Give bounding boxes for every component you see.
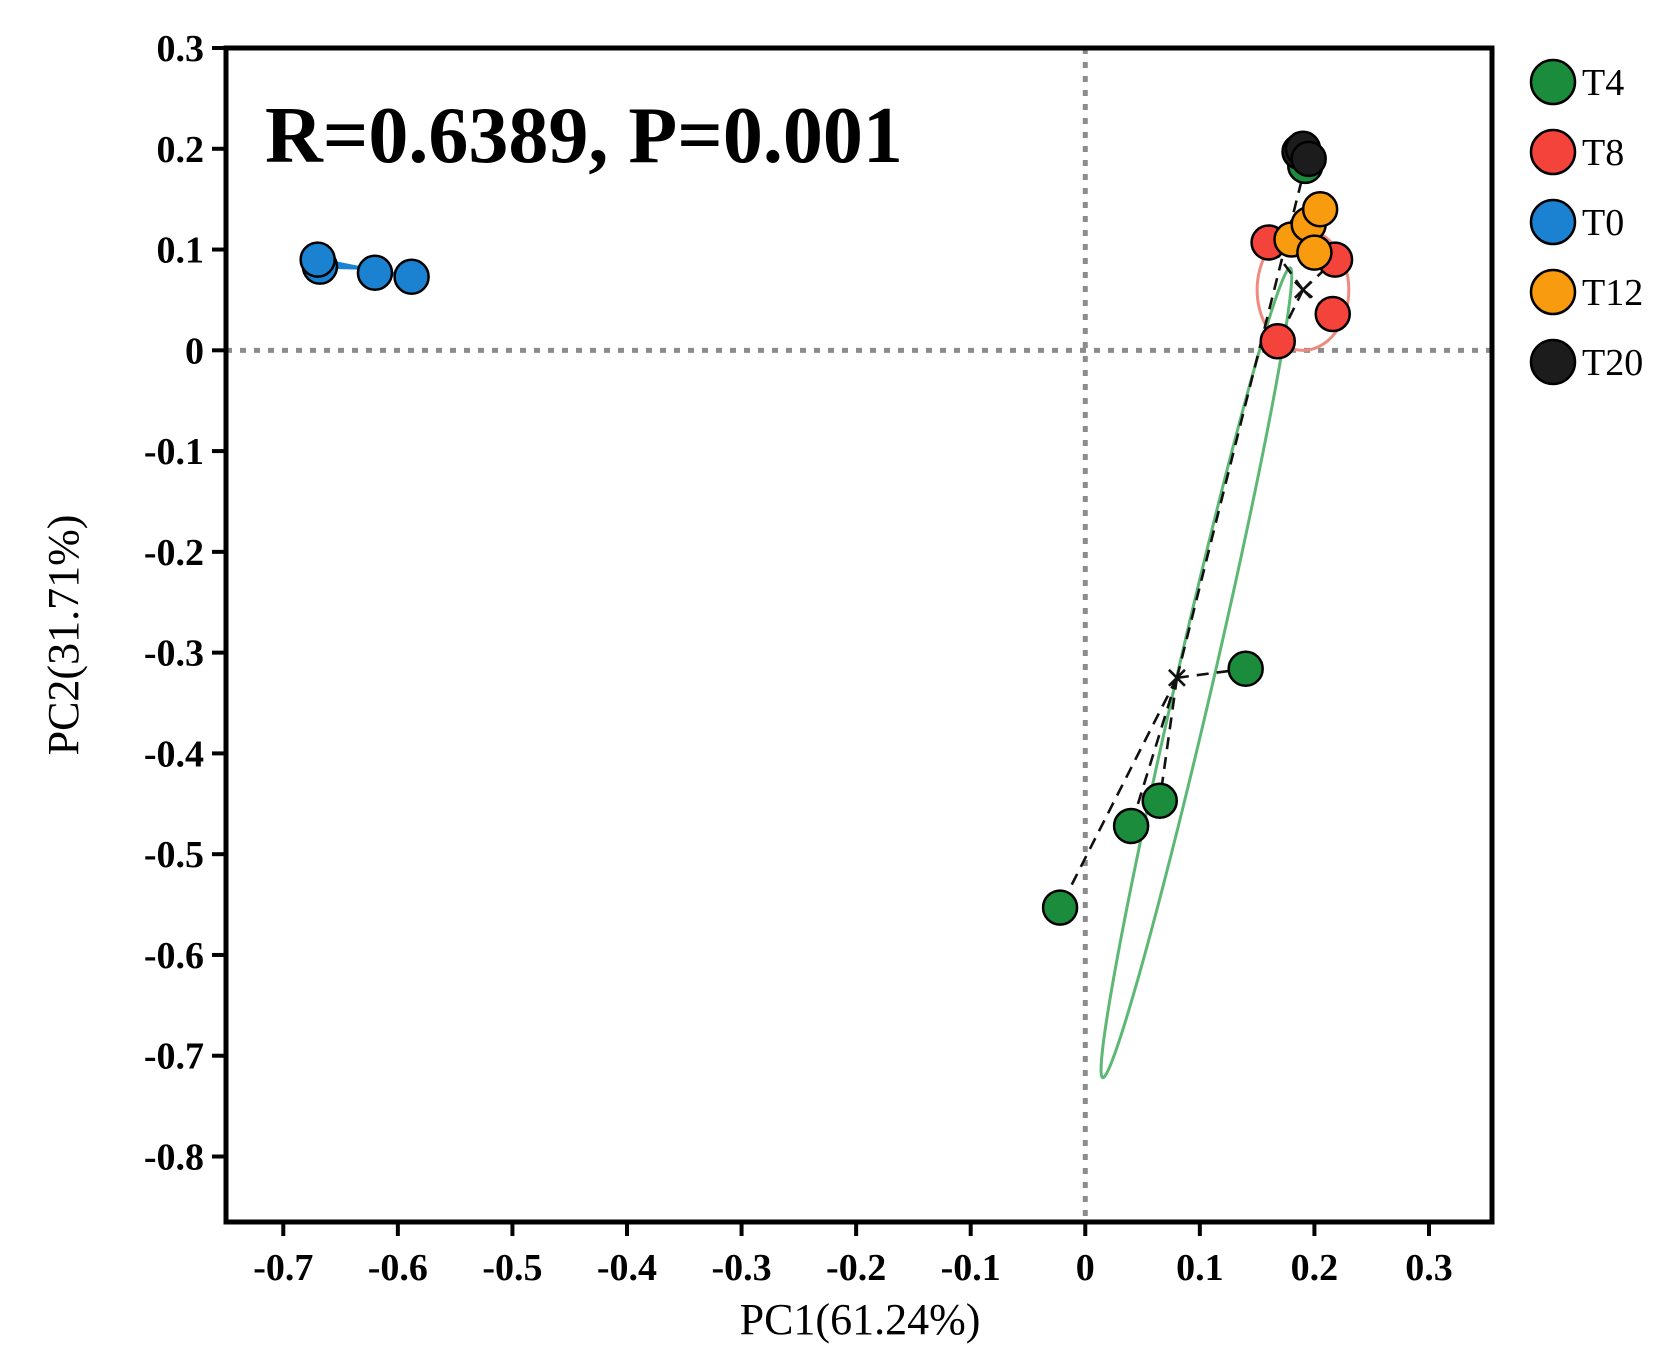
y-tick-label-4: -0.1 bbox=[144, 431, 204, 473]
confidence-ellipses bbox=[1099, 227, 1351, 1080]
legend-marker-t4 bbox=[1529, 58, 1577, 106]
plot-frame bbox=[223, 45, 1495, 1225]
spoke-t4-1 bbox=[1129, 677, 1179, 827]
legend-marker-t20 bbox=[1529, 338, 1577, 386]
centroid-t8 bbox=[1294, 280, 1312, 299]
y-tick-label-0: 0.3 bbox=[157, 28, 205, 70]
point-t0-2 bbox=[356, 254, 394, 291]
centroid-mark-b bbox=[1294, 280, 1312, 299]
x-tick-label-0: -0.7 bbox=[253, 1247, 313, 1289]
legend-item-t4: T4 bbox=[1529, 58, 1624, 106]
y-tick-label-11: -0.8 bbox=[144, 1136, 204, 1178]
point-t4-2 bbox=[1141, 782, 1178, 820]
centroid-spokes bbox=[317, 143, 1336, 909]
spoke-t4-3 bbox=[1176, 667, 1246, 680]
x-tick-label-10: 0.3 bbox=[1405, 1247, 1453, 1289]
y-tick-label-7: -0.4 bbox=[144, 733, 204, 775]
y-tick-label-8: -0.5 bbox=[144, 834, 204, 876]
legend-item-t0: T0 bbox=[1529, 198, 1624, 246]
centroid-t4 bbox=[1168, 668, 1186, 687]
spoke-t4-2 bbox=[1158, 677, 1179, 801]
y-tick-label-1: 0.2 bbox=[157, 129, 205, 171]
point-t0-3 bbox=[393, 258, 430, 295]
x-tick-label-8: 0.1 bbox=[1176, 1247, 1224, 1289]
x-tick-label-9: 0.2 bbox=[1291, 1247, 1339, 1289]
legend-item-t12: T12 bbox=[1529, 268, 1643, 316]
legend-label-t20: T20 bbox=[1582, 342, 1643, 384]
point-t12-3 bbox=[1301, 190, 1339, 228]
ellipse-t4 bbox=[1099, 266, 1294, 1080]
point-t4-0 bbox=[1041, 889, 1079, 926]
x-tick-label-3: -0.4 bbox=[597, 1247, 657, 1289]
x-tick-label-7: 0 bbox=[1076, 1247, 1095, 1289]
point-t8-1 bbox=[1259, 323, 1296, 360]
annotation-text: R=0.6389, P=0.001 bbox=[265, 92, 903, 180]
spoke-t4-4 bbox=[1175, 165, 1307, 679]
point-t0-1 bbox=[299, 241, 336, 278]
legend-item-t20: T20 bbox=[1529, 338, 1643, 386]
legend-item-t8: T8 bbox=[1529, 128, 1624, 176]
y-tick-label-2: 0.1 bbox=[157, 230, 205, 272]
y-tick-label-6: -0.3 bbox=[144, 633, 204, 675]
point-t8-2 bbox=[1314, 295, 1351, 333]
y-tick-label-10: -0.7 bbox=[144, 1036, 204, 1078]
x-tick-label-5: -0.2 bbox=[826, 1247, 886, 1289]
legend-label-t8: T8 bbox=[1582, 132, 1624, 174]
x-tick-label-2: -0.5 bbox=[482, 1247, 542, 1289]
legend: T4 T8 T0 T12 T20 bbox=[1529, 58, 1643, 386]
spoke-t4-0 bbox=[1058, 677, 1179, 909]
point-t4-1 bbox=[1112, 807, 1150, 845]
point-t12-2 bbox=[1296, 234, 1333, 271]
legend-marker-t8 bbox=[1529, 128, 1577, 176]
legend-label-t12: T12 bbox=[1582, 272, 1643, 314]
axes: -0.7 -0.6 -0.5 -0.4 -0.3 -0.2 -0.1 0 0.1 0.2 0.3 0.… bbox=[144, 28, 1453, 1289]
y-tick-label-9: -0.6 bbox=[144, 935, 204, 977]
data-points bbox=[299, 130, 1354, 926]
legend-label-t4: T4 bbox=[1582, 62, 1624, 104]
x-tick-label-6: -0.1 bbox=[941, 1247, 1001, 1289]
ellipse-t8 bbox=[1255, 227, 1351, 352]
centroid-mark-b bbox=[1168, 668, 1186, 687]
point-t20-2 bbox=[1290, 140, 1327, 178]
y-tick-label-5: -0.2 bbox=[144, 532, 204, 574]
y-tick-label-3: 0 bbox=[185, 330, 204, 372]
point-t4-3 bbox=[1227, 650, 1264, 688]
x-tick-label-1: -0.6 bbox=[368, 1247, 428, 1289]
legend-label-t0: T0 bbox=[1582, 202, 1624, 244]
legend-marker-t12 bbox=[1529, 268, 1577, 316]
x-axis-title: PC1(61.24%) bbox=[740, 1295, 981, 1344]
legend-marker-t0 bbox=[1529, 198, 1577, 246]
x-tick-label-4: -0.3 bbox=[711, 1247, 771, 1289]
y-axis-title: PC2(31.71%) bbox=[39, 515, 88, 756]
